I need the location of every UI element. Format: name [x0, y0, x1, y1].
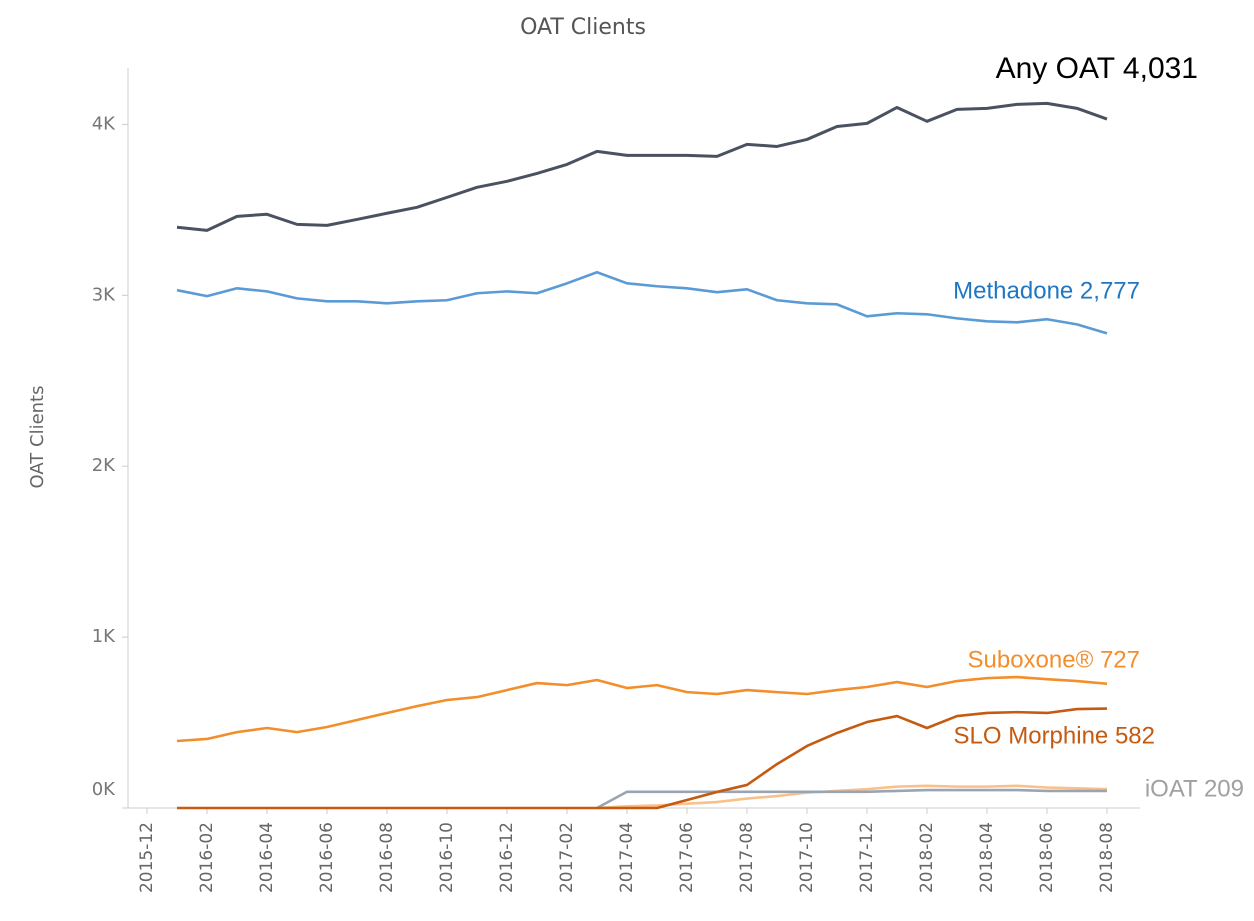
y-axis-label: OAT Clients [27, 386, 48, 489]
x-tick-label: 2017-02 [557, 822, 577, 893]
x-tick-label: 2016-12 [497, 822, 517, 893]
x-tick-label: 2018-08 [1097, 822, 1117, 893]
series-label: Any OAT 4,031 [996, 52, 1198, 85]
x-tick-label: 2017-04 [617, 822, 637, 893]
x-tick-label: 2017-10 [797, 822, 817, 893]
series-line [176, 270, 1108, 335]
x-tick-label: 2016-08 [377, 822, 397, 893]
x-tick-label: 2016-06 [317, 822, 337, 893]
chart-title: OAT Clients [520, 15, 646, 40]
series-line [176, 101, 1108, 232]
x-tick-label: 2017-06 [677, 822, 697, 893]
x-tick-label: 2016-02 [197, 822, 217, 893]
series-line [177, 707, 1108, 810]
series-label: Methadone 2,777 [953, 277, 1140, 304]
series-label: SLO Morphine 582 [954, 722, 1155, 749]
x-tick-label: 2015-12 [137, 822, 157, 893]
series-label: iOAT 209 [1145, 775, 1244, 802]
series-line [176, 675, 1108, 743]
x-tick-label: 2017-08 [737, 822, 757, 893]
y-tick-label: 0K [92, 779, 116, 800]
x-tick-label: 2016-10 [437, 822, 457, 893]
series-line [596, 784, 1108, 810]
x-tick-label: 2017-12 [857, 822, 877, 893]
x-tick-label: 2018-06 [1037, 822, 1057, 893]
y-tick-label: 1K [92, 626, 116, 647]
y-tick-label: 4K [92, 113, 116, 134]
series-label: Suboxone® 727 [968, 646, 1141, 673]
y-tick-label: 2K [92, 455, 116, 476]
x-tick-label: 2016-04 [257, 822, 277, 893]
y-tick-label: 3K [92, 284, 116, 305]
x-tick-label: 2018-04 [977, 822, 997, 893]
x-tick-label: 2018-02 [917, 822, 937, 893]
series-line [596, 788, 1107, 810]
